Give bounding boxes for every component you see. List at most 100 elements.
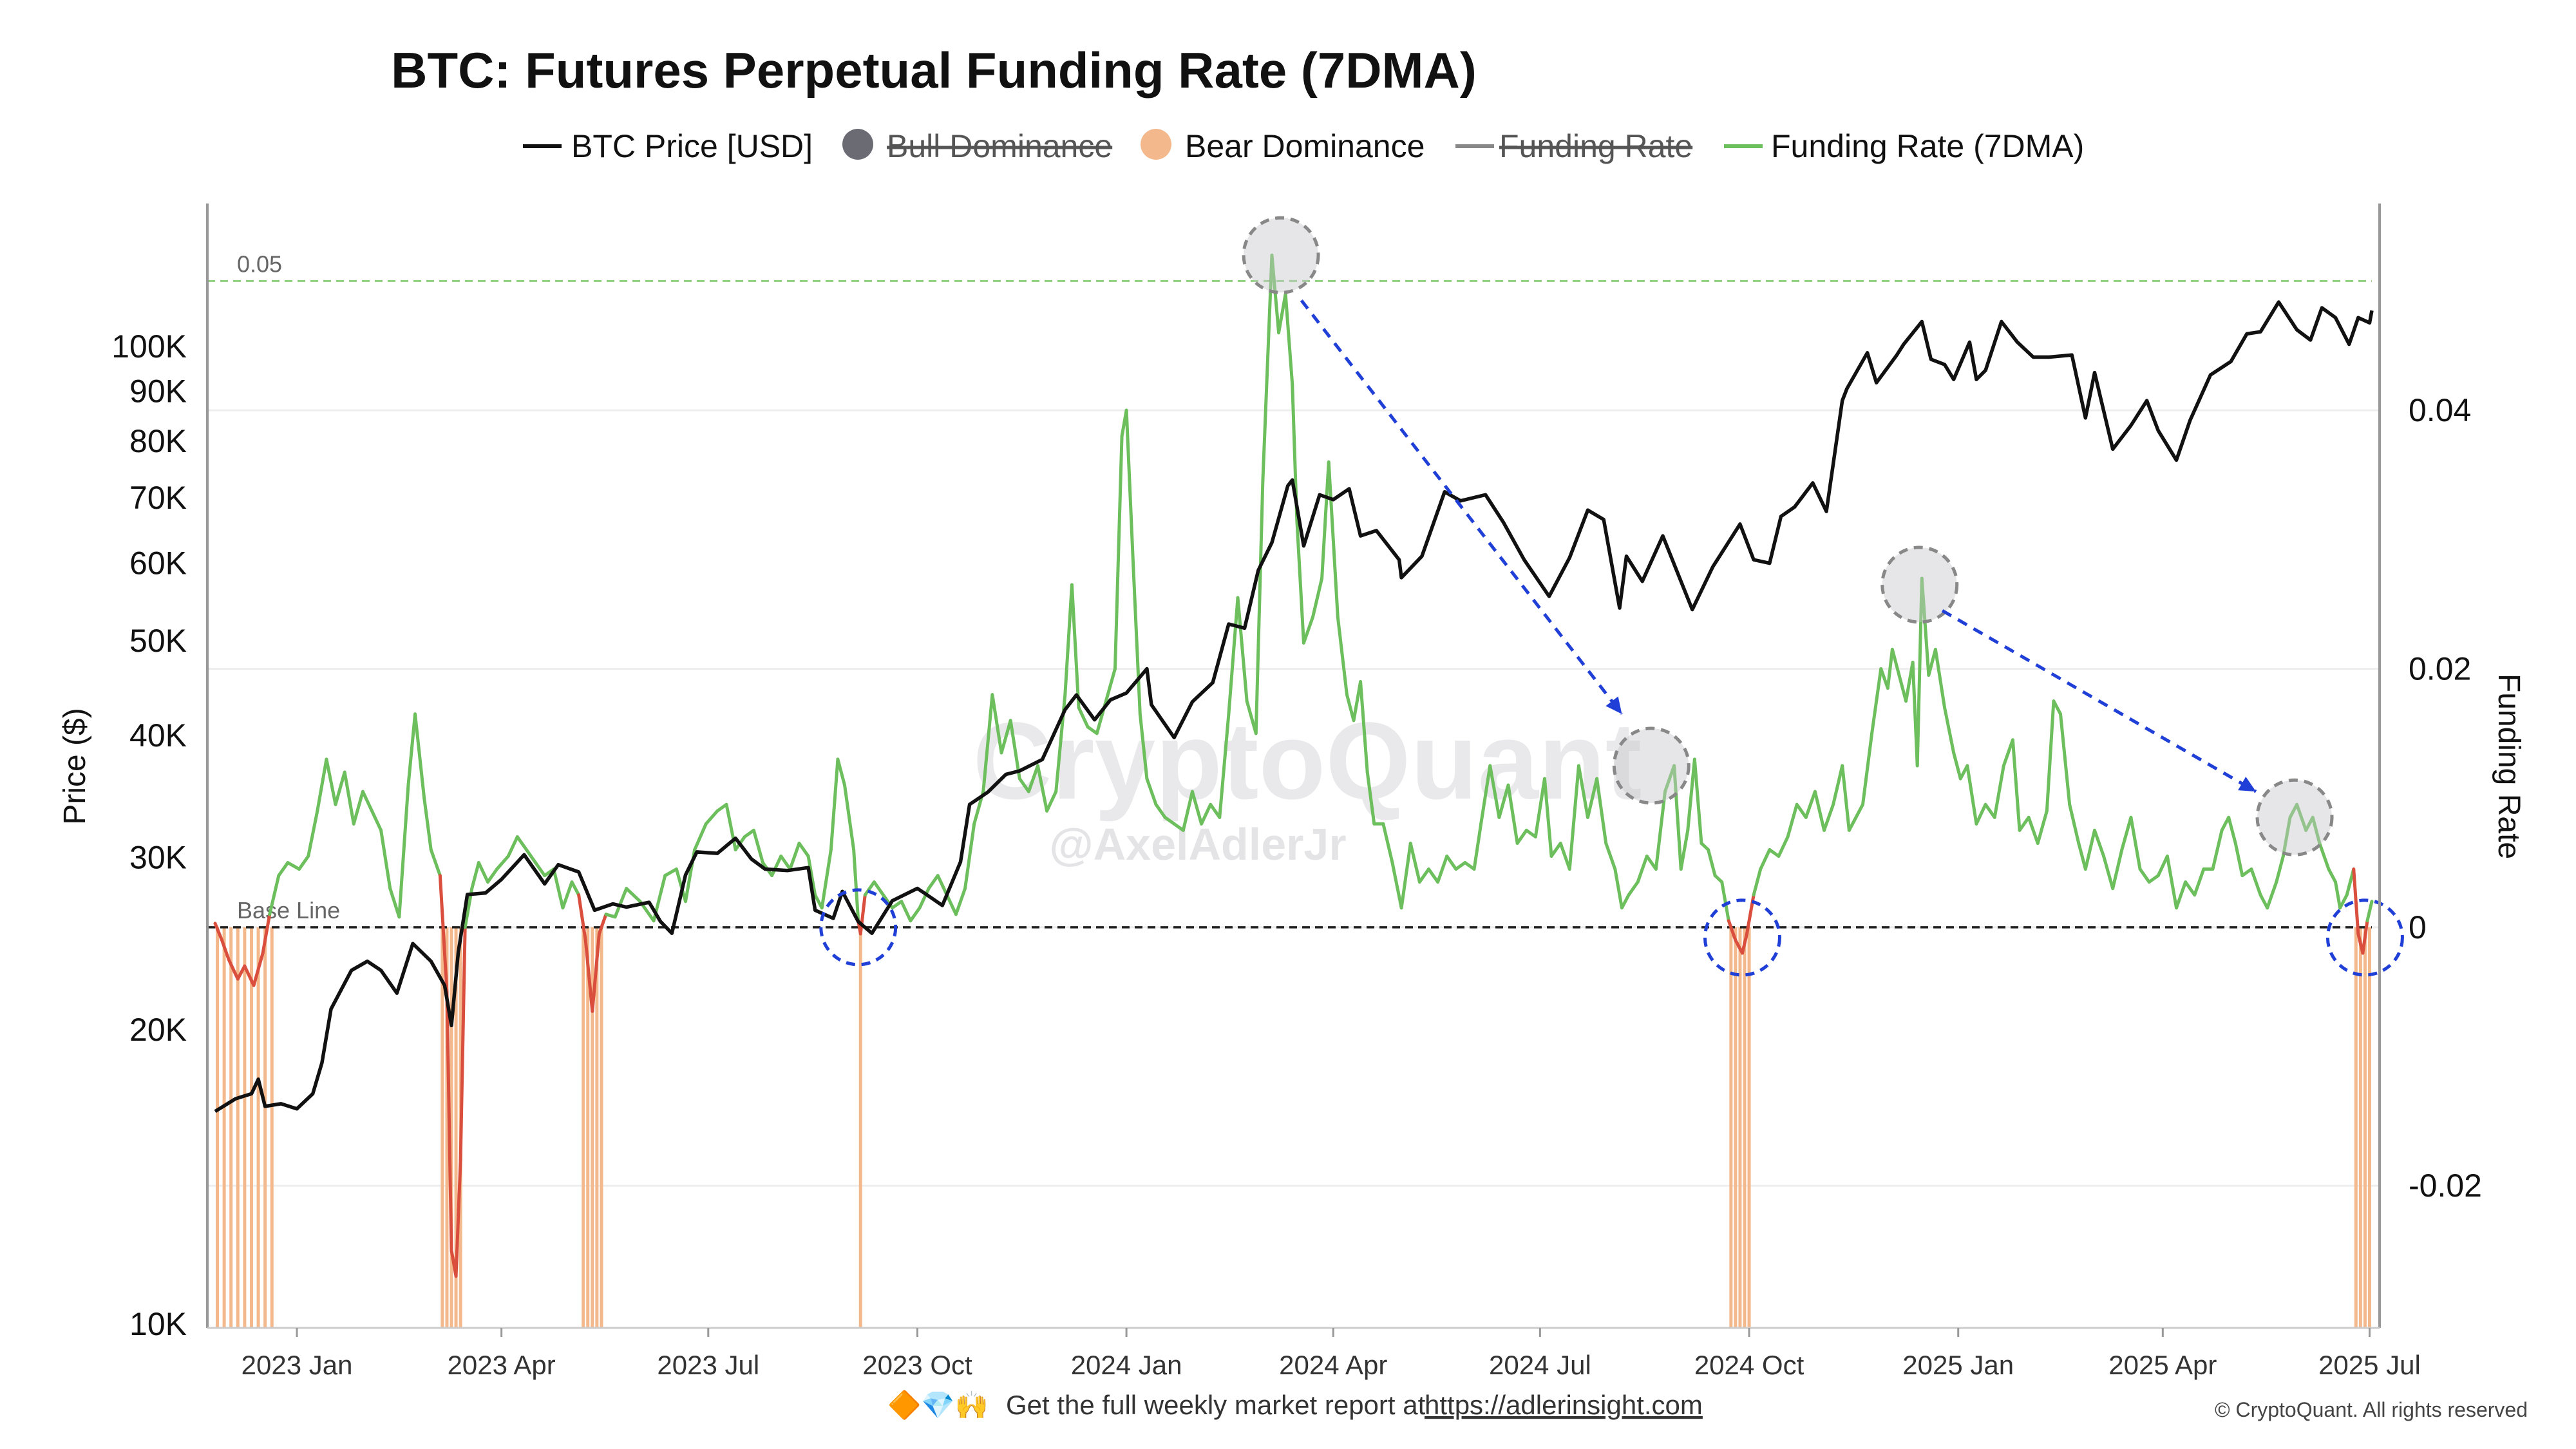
btc-price-line [214, 300, 2374, 1113]
funding-rate-segment [1190, 790, 1204, 826]
funding-rate-segment [843, 783, 856, 851]
funding-rate-segment [429, 848, 442, 878]
funding-rate-segment [352, 790, 365, 826]
funding-rate-segment [1172, 822, 1185, 832]
funding-rate-segment [1777, 835, 1790, 858]
funding-rate-segment [1311, 576, 1324, 619]
funding-rate-segment [2266, 880, 2278, 910]
left-axis-tick-label: 40K [129, 717, 187, 753]
funding-rate-segment [1132, 564, 1142, 716]
reference-line-label: 0.05 [237, 251, 282, 277]
funding-rate-segment [2338, 893, 2349, 910]
funding-rate-segment [1036, 764, 1049, 813]
funding-rate-segment [2129, 815, 2142, 871]
funding-rate-segment [1070, 583, 1081, 710]
funding-rate-segment [1679, 828, 1690, 871]
funding-rate-segment [1759, 848, 1772, 871]
footer-link[interactable]: https://adlerinsight.com [1425, 1390, 1703, 1420]
funding-rate-segment [770, 854, 783, 878]
funding-rate-segment [1870, 667, 1883, 735]
funding-rate-segment [1542, 777, 1553, 858]
funding-rate-segment [927, 874, 940, 891]
funding-rate-segment [2138, 867, 2151, 884]
legend-item-btc-price[interactable]: BTC Price [USD] [523, 128, 813, 164]
funding-rate-segment [613, 887, 629, 919]
funding-rate-segment [2002, 738, 2014, 768]
funding-rate-segment [2011, 738, 2022, 832]
funding-rate-segment [243, 964, 256, 987]
funding-rate-segment [220, 938, 231, 961]
legend-item-bull-dominance[interactable]: Bull Dominance [842, 128, 1112, 164]
funding-rate-segment [552, 867, 565, 910]
left-axis-tick-label: 10K [129, 1306, 187, 1342]
funding-rate-segment [1200, 802, 1213, 826]
legend-label-funding-rate: Funding Rate [1499, 128, 1692, 164]
funding-rate-segment [388, 887, 401, 919]
funding-rate-segment [1472, 822, 1483, 871]
funding-rate-segment [715, 802, 728, 813]
funding-rate-segment [2175, 880, 2188, 910]
legend-label-bear-dominance: Bear Dominance [1185, 128, 1425, 164]
left-axis-tick-label: 100K [111, 328, 187, 365]
funding-rate-segment [2288, 802, 2299, 819]
funding-rate-segment [2092, 828, 2106, 858]
legend-label-bull-dominance: Bull Dominance [887, 128, 1112, 164]
funding-rate-segment [1381, 822, 1394, 865]
watermark-handle: @AxelAdlerJr [1049, 819, 1346, 869]
funding-rate-segment [2059, 712, 2072, 806]
legend-item-funding-rate[interactable]: Funding Rate [1455, 128, 1692, 164]
funding-rate-segment [227, 958, 240, 981]
funding-rate-segment [343, 770, 355, 826]
funding-rate-segment [1841, 764, 1851, 832]
funding-rate-segment [1209, 802, 1222, 819]
funding-rate-segment [1145, 777, 1158, 806]
funding-rate-segment [397, 783, 410, 919]
funding-rate-segment [1027, 764, 1039, 793]
right-axis-tick-label: 0 [2409, 909, 2427, 945]
funding-rate-segment [2184, 880, 2197, 897]
funding-rate-segment [1345, 693, 1356, 723]
funding-rate-segment [454, 1158, 462, 1278]
funding-rate-segment [1018, 777, 1030, 793]
funding-rate-segment [724, 802, 737, 851]
funding-rate-segment [1236, 596, 1249, 703]
y-left-axis-title: Price ($) [58, 708, 92, 824]
left-axis-tick-label: 90K [129, 373, 187, 409]
funding-rate-segment [752, 828, 764, 865]
funding-rate-segment [1270, 253, 1281, 335]
funding-rate-segment [1613, 867, 1624, 910]
funding-rate-segment [379, 828, 392, 891]
x-axis-tick-label: 2024 Oct [1694, 1350, 1804, 1380]
funding-rate-segment [1454, 861, 1467, 871]
funding-rate-segment [2233, 841, 2244, 878]
funding-rate-segment [1897, 674, 1908, 703]
funding-rate-segment [1181, 790, 1194, 832]
funding-rate-segment [2220, 815, 2231, 832]
legend-dot-bear-dominance [1141, 129, 1171, 160]
funding-rate-segment [2156, 854, 2169, 878]
funding-rate-segment [1506, 783, 1519, 845]
funding-rate-segment [891, 900, 904, 910]
funding-rate-segment [2352, 867, 2360, 936]
annotation-circle [819, 888, 898, 967]
funding-rate-segment [406, 712, 417, 787]
funding-rate-segment [591, 932, 601, 1013]
bear-dominance-bars [216, 927, 2371, 1328]
funding-rate-segment [325, 757, 337, 806]
x-axis-tick-label: 2023 Jul [657, 1350, 759, 1380]
funding-rate-segment [1727, 919, 1738, 942]
funding-rate-segment [1365, 770, 1376, 826]
funding-rate-segment [1295, 518, 1305, 645]
funding-rate-segment [1515, 828, 1528, 845]
funding-rate-segment [1359, 680, 1369, 774]
x-axis-tick-label: 2024 Jan [1071, 1350, 1182, 1380]
funding-rate-segment [2227, 815, 2237, 845]
legend-item-bear-dominance[interactable]: Bear Dominance [1141, 128, 1425, 164]
funding-rate-segment [1933, 647, 1947, 710]
legend-item-funding-rate-7dma[interactable]: Funding Rate (7DMA) [1724, 128, 2084, 164]
funding-rate-segment [1352, 680, 1363, 723]
right-axis-ticks: -0.02 0 0.02 0.04 [2409, 392, 2482, 1204]
legend: BTC Price [USD] Bull Dominance Bear Domi… [523, 128, 2084, 164]
funding-rate-segment [438, 874, 449, 994]
funding-rate-segment [1549, 841, 1562, 858]
